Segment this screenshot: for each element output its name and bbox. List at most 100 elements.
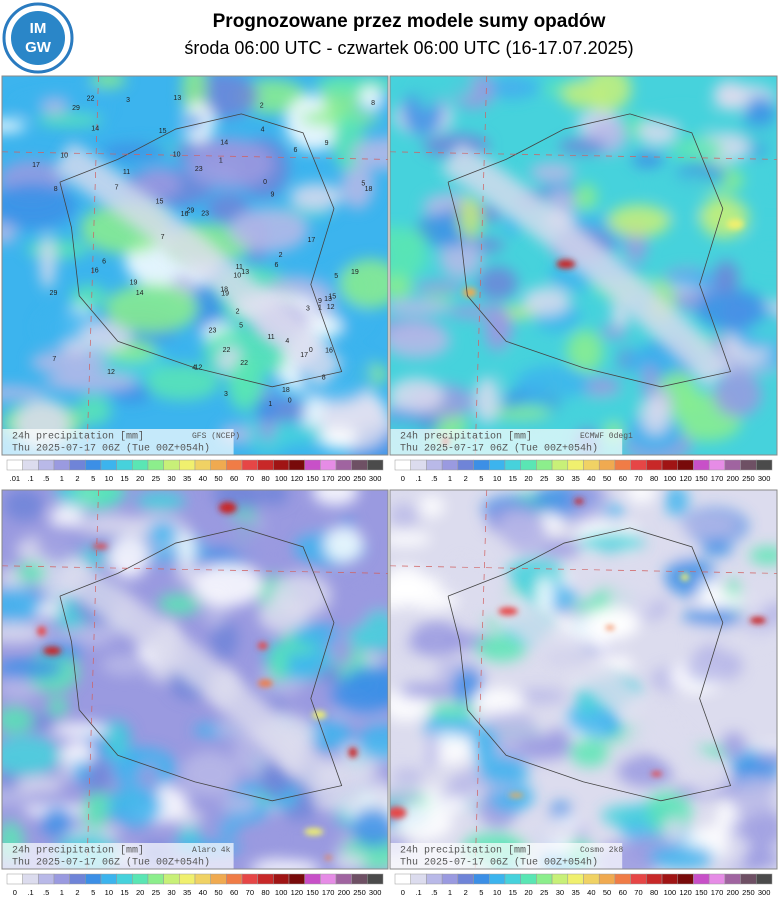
color-swatch (520, 459, 537, 471)
field (2, 76, 388, 455)
station-value: 1 (318, 305, 322, 312)
colorbar-label: .01 (10, 474, 20, 483)
precip-area (640, 395, 671, 435)
precip-area (390, 226, 427, 255)
label-box (2, 843, 234, 869)
colorbar-label: 35 (183, 474, 191, 483)
heavy-precip (574, 498, 584, 505)
color-swatch (708, 873, 726, 885)
colorbar-label: 70 (634, 474, 642, 483)
time-label: Thu 2025-07-17 06Z (Tue 00Z+054h) (12, 443, 210, 455)
time-label: Thu 2025-07-17 06Z (Tue 00Z+054h) (400, 443, 598, 455)
precip-area (499, 510, 540, 544)
precip-area (191, 563, 264, 607)
precip-area (51, 722, 114, 738)
station-value: 19 (130, 279, 138, 286)
precip-area (359, 85, 382, 110)
color-swatch (53, 873, 70, 885)
heavy-precip (390, 806, 407, 819)
colorbar-label: 150 (695, 474, 708, 483)
color-swatch (551, 459, 569, 471)
precip-area (680, 512, 741, 538)
precip-area (79, 88, 100, 106)
color-swatch (677, 873, 694, 885)
colorbar-label: 300 (758, 474, 771, 483)
colorbar-label: 1 (60, 474, 64, 483)
precip-area (101, 654, 148, 676)
color-swatch (536, 873, 553, 885)
colorbar-label: .1 (27, 888, 33, 897)
color-swatch (457, 873, 474, 885)
precip-area (511, 688, 568, 704)
precip-area (105, 283, 199, 333)
panel-frame (1, 489, 389, 870)
colorbar-label: 40 (199, 474, 207, 483)
precip-area (445, 796, 467, 813)
title: Prognozowane przez modele sumy opadów (213, 11, 606, 32)
heavy-precip (680, 573, 690, 581)
color-swatch (661, 873, 679, 885)
precip-area (148, 521, 178, 546)
colorbar-label: 0 (401, 474, 405, 483)
colorbar-label: 1 (448, 474, 452, 483)
color-swatch (646, 459, 663, 471)
station-value: 29 (186, 208, 194, 215)
precip-area (47, 697, 69, 717)
colorbar-label: 70 (634, 888, 642, 897)
precip-area (60, 741, 94, 768)
color-swatch (22, 459, 39, 471)
precip-area (543, 510, 562, 534)
color-swatch (367, 459, 384, 471)
panel-frame (389, 489, 778, 870)
precip-area (649, 109, 715, 127)
model-label: Cosmo 2k8 (580, 846, 623, 855)
station-value: 1 (219, 157, 223, 164)
colorbar-label: 5 (479, 888, 483, 897)
precip-area (390, 298, 451, 316)
colorbar-label: 35 (571, 888, 579, 897)
color-swatch (226, 873, 243, 885)
color-swatch (179, 459, 196, 471)
precip-area (180, 751, 239, 797)
precip-area (625, 490, 657, 504)
color-swatch (520, 873, 537, 885)
colorbar-label: .5 (431, 888, 437, 897)
color-swatch (100, 873, 117, 885)
colorbar-label: 60 (230, 474, 238, 483)
precip-area (726, 833, 745, 868)
precip-area (599, 326, 628, 339)
colorbar-label: 25 (540, 474, 548, 483)
color-swatch (693, 873, 710, 885)
colorbar-label: 15 (120, 888, 128, 897)
precip-area (740, 848, 777, 869)
station-value: 7 (52, 356, 56, 363)
color-swatch (583, 873, 600, 885)
colorbar-label: 15 (509, 474, 517, 483)
dry-band (52, 141, 345, 389)
color-swatch (614, 873, 631, 885)
precip-area (398, 683, 455, 699)
colorbar-label: 200 (726, 474, 739, 483)
color-swatch (22, 873, 39, 885)
meridian (474, 490, 488, 869)
colorbar-label: 20 (136, 474, 144, 483)
color-swatch (241, 873, 258, 885)
color-swatch (351, 459, 368, 471)
color-swatch (320, 873, 337, 885)
precip-area (107, 786, 163, 828)
color-swatch (6, 459, 23, 471)
parallel (2, 151, 388, 160)
color-swatch (288, 873, 305, 885)
variable-label: 24h precipitation [mm] (12, 845, 144, 857)
heavy-precip (257, 642, 268, 650)
colorbar-label: 10 (493, 474, 501, 483)
precip-area (313, 792, 367, 812)
colorbar-label: 100 (275, 888, 288, 897)
colorbar-label: 50 (214, 474, 222, 483)
color-swatch (473, 459, 490, 471)
colorbar-label: 300 (369, 888, 382, 897)
precip-area (177, 532, 196, 564)
precip-area (601, 805, 653, 827)
station-value: 2 (279, 252, 283, 259)
